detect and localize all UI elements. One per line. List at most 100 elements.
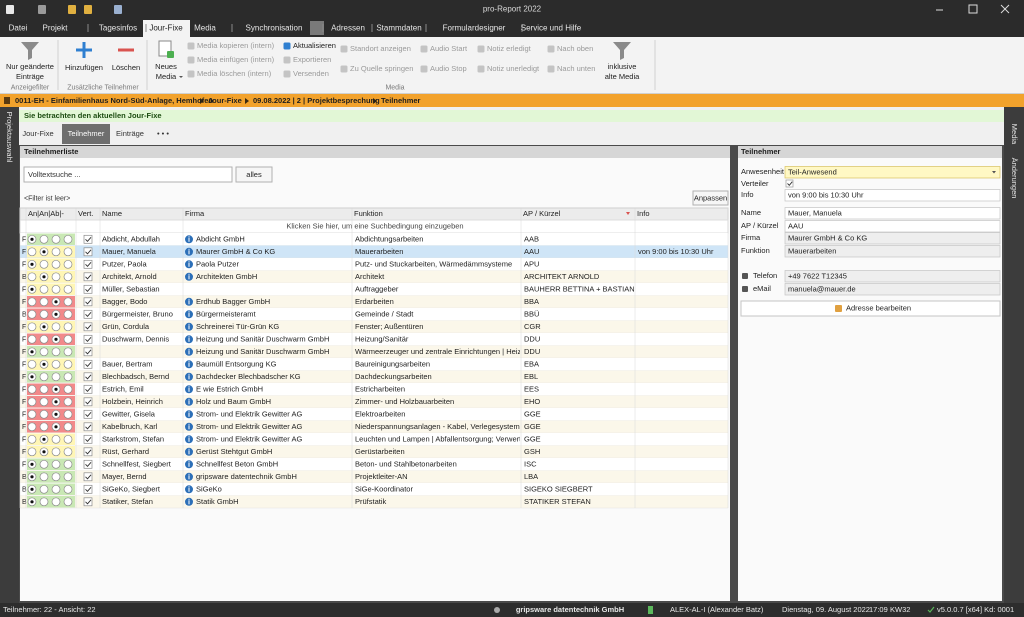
table-row[interactable]: B SiGeKo, Siegbert SiGeKo SiGe-Koordinator S… [20,483,728,496]
search-input[interactable] [23,166,233,183]
status-circle[interactable] [51,472,61,482]
status-circle[interactable] [51,359,61,369]
status-circle[interactable] [51,434,61,444]
status-circle[interactable] [51,284,61,294]
column-header[interactable]: Funktion [354,209,383,218]
ribbon-button[interactable]: Löschen [112,63,140,72]
table-row[interactable]: F Starkstrom, Stefan Strom- und Elektrik G… [20,433,728,446]
table-row[interactable]: F Rüst, Gerhard Gerüst Stehtgut GmbH Gerüst… [20,445,728,459]
status-circle[interactable] [27,422,37,432]
distribute-checkbox[interactable] [83,247,93,257]
status-circle[interactable] [39,347,49,357]
distribute-checkbox[interactable] [83,297,93,307]
menu-tab[interactable]: Stammdaten [376,24,421,33]
status-circle[interactable] [63,372,73,382]
quick-access-icon[interactable] [6,5,14,14]
status-circle[interactable] [63,384,73,394]
column-header[interactable]: Name [102,209,122,218]
distribute-checkbox[interactable] [83,272,93,282]
ribbon-button[interactable]: Versenden [293,69,329,78]
status-circle[interactable] [39,422,49,432]
distribute-checkbox[interactable] [83,434,93,444]
breadcrumb-item[interactable]: Teilnehmer [381,96,421,105]
ribbon-button[interactable]: Nach oben [557,44,593,53]
distribute-checkbox[interactable] [83,372,93,382]
status-circle[interactable] [39,309,49,319]
menu-tab[interactable]: Jour-Fixe [149,24,183,33]
status-circle[interactable] [51,484,61,494]
column-header[interactable]: Info [637,209,650,218]
column-header[interactable]: Vert. [78,209,93,218]
status-circle[interactable] [63,309,73,319]
table-row[interactable]: F Putzer, Paola Paola Putzer Putz- und Stuc… [20,258,728,271]
side-tab[interactable]: Änderungen [1010,158,1019,199]
status-circle[interactable] [63,247,73,257]
menu-tab[interactable]: Formulardesigner [443,24,506,33]
ribbon-button[interactable]: Audio Start [430,44,468,53]
ribbon-button[interactable]: Notiz unerledigt [487,64,540,73]
status-circle[interactable] [39,297,49,307]
table-row[interactable]: F Kabelbruch, Karl Strom- und Elektrik Gew… [20,420,728,434]
status-circle[interactable] [63,322,73,332]
breadcrumb-item[interactable]: 09.08.2022 | 2 | Projektbesprechung [253,96,380,105]
status-circle[interactable] [51,259,61,269]
status-circle[interactable] [51,322,61,332]
distribute-checkbox[interactable] [83,472,93,482]
status-circle[interactable] [27,322,37,332]
ribbon-button[interactable]: Exportieren [293,55,331,64]
side-tab[interactable]: Projektauswahl [5,112,14,163]
status-circle[interactable] [63,259,73,269]
table-row[interactable]: F Blechbadsch, Bernd Dachdecker Blechbadsc… [20,370,728,384]
status-circle[interactable] [63,497,73,507]
status-circle[interactable] [63,409,73,419]
status-circle[interactable] [63,347,73,357]
status-circle[interactable] [39,409,49,419]
status-circle[interactable] [27,309,37,319]
menu-tab[interactable]: Synchronisation [246,24,303,33]
status-circle[interactable] [51,459,61,469]
status-circle[interactable] [39,284,49,294]
quick-access-icon[interactable] [68,5,76,14]
table-row[interactable]: B Architekt, Arnold Architekten GmbH Archit… [20,270,728,284]
status-circle[interactable] [39,397,49,407]
table-row[interactable]: F Mauer, Manuela Maurer GmbH & Co KG Mauera… [20,245,728,259]
status-circle[interactable] [39,259,49,269]
distribute-checkbox[interactable] [83,397,93,407]
status-circle[interactable] [63,484,73,494]
status-circle[interactable] [51,347,61,357]
tab[interactable]: Jour-Fixe [22,129,53,138]
status-circle[interactable] [27,334,37,344]
status-circle[interactable] [27,384,37,394]
tab[interactable]: • • • [157,129,169,138]
tab[interactable]: Einträge [116,129,144,138]
distribute-checkbox[interactable] [83,447,93,457]
distribute-checkbox[interactable] [83,484,93,494]
checkbox[interactable] [785,179,794,188]
field-box[interactable] [784,189,1001,202]
table-row[interactable]: B Statiker, Stefan Statik GmbH Prüfstatik ST… [20,495,728,509]
table-row[interactable]: F Estrich, Emil E wie Estrich GmbH Estricha… [20,383,728,396]
table-row[interactable]: F Bauer, Bertram Baumüll Entsorgung KG Baur… [20,358,728,371]
distribute-checkbox[interactable] [83,459,93,469]
status-circle[interactable] [27,397,37,407]
distribute-checkbox[interactable] [83,284,93,294]
side-tab[interactable]: Media [1010,124,1019,145]
table-row[interactable]: B Mayer, Bernd gripsware datentechnik GmbH… [20,470,728,484]
ribbon-button[interactable]: Audio Stop [430,64,467,73]
distribute-checkbox[interactable] [83,359,93,369]
status-circle[interactable] [63,234,73,244]
column-header[interactable]: AP / Kürzel [523,209,561,218]
table-row[interactable]: F Müller, Sebastian Auftraggeber BAUHERR BE… [20,283,728,296]
menu-tab[interactable]: Tagesinfos [99,24,137,33]
ribbon-button[interactable]: Media kopieren (intern) [197,41,275,50]
status-circle[interactable] [63,397,73,407]
edit-address-button[interactable] [740,300,1001,317]
table-row[interactable]: F Schnellfest, Siegbert Schnellfest Beton … [20,458,728,471]
quick-access-icon[interactable] [84,5,92,14]
breadcrumb-item[interactable]: 0011-EH - Einfamilienhaus Nord-Süd-Anlag… [15,96,213,105]
status-circle[interactable] [27,447,37,457]
table-row[interactable]: F Holzbein, Heinrich Holz und Baum GmbH Zim… [20,395,728,409]
